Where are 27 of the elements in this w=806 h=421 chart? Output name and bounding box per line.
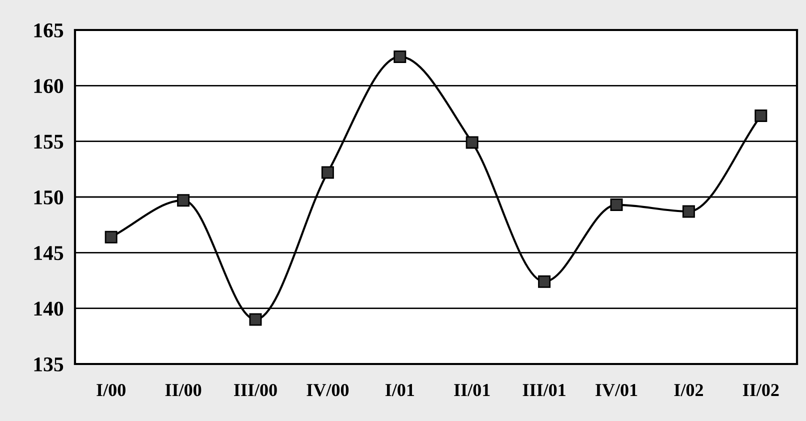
point — [682, 205, 695, 218]
point — [538, 275, 551, 288]
y-tick-label: 155 — [34, 134, 64, 149]
x-tick-label: II/02 — [742, 384, 779, 396]
point — [321, 166, 334, 179]
y-tick-label: 145 — [34, 246, 64, 260]
x-tick-label: I/00 — [96, 384, 126, 396]
x-tick-label: I/02 — [674, 384, 703, 396]
x-tick-label: IV/01 — [596, 384, 638, 396]
point — [610, 198, 623, 212]
point — [394, 50, 406, 63]
y-tick-label: 160 — [34, 79, 64, 94]
y-tick-label: 165 — [34, 23, 64, 38]
point — [466, 136, 478, 149]
x-tick-label: II/01 — [454, 384, 490, 396]
y-tick-label: 140 — [34, 302, 64, 316]
x-tick-label: III/00 — [234, 384, 277, 396]
x-tick-label: IV/00 — [306, 384, 349, 396]
point — [754, 109, 768, 122]
y-tick-label: 150 — [34, 190, 64, 204]
point — [104, 230, 118, 244]
x-tick-label: II/00 — [165, 384, 202, 396]
point — [177, 194, 190, 207]
x-tick-label: I/01 — [385, 384, 414, 396]
point — [249, 313, 262, 326]
y-tick-label: 135 — [34, 357, 64, 372]
x-tick-label: III/01 — [522, 384, 566, 396]
